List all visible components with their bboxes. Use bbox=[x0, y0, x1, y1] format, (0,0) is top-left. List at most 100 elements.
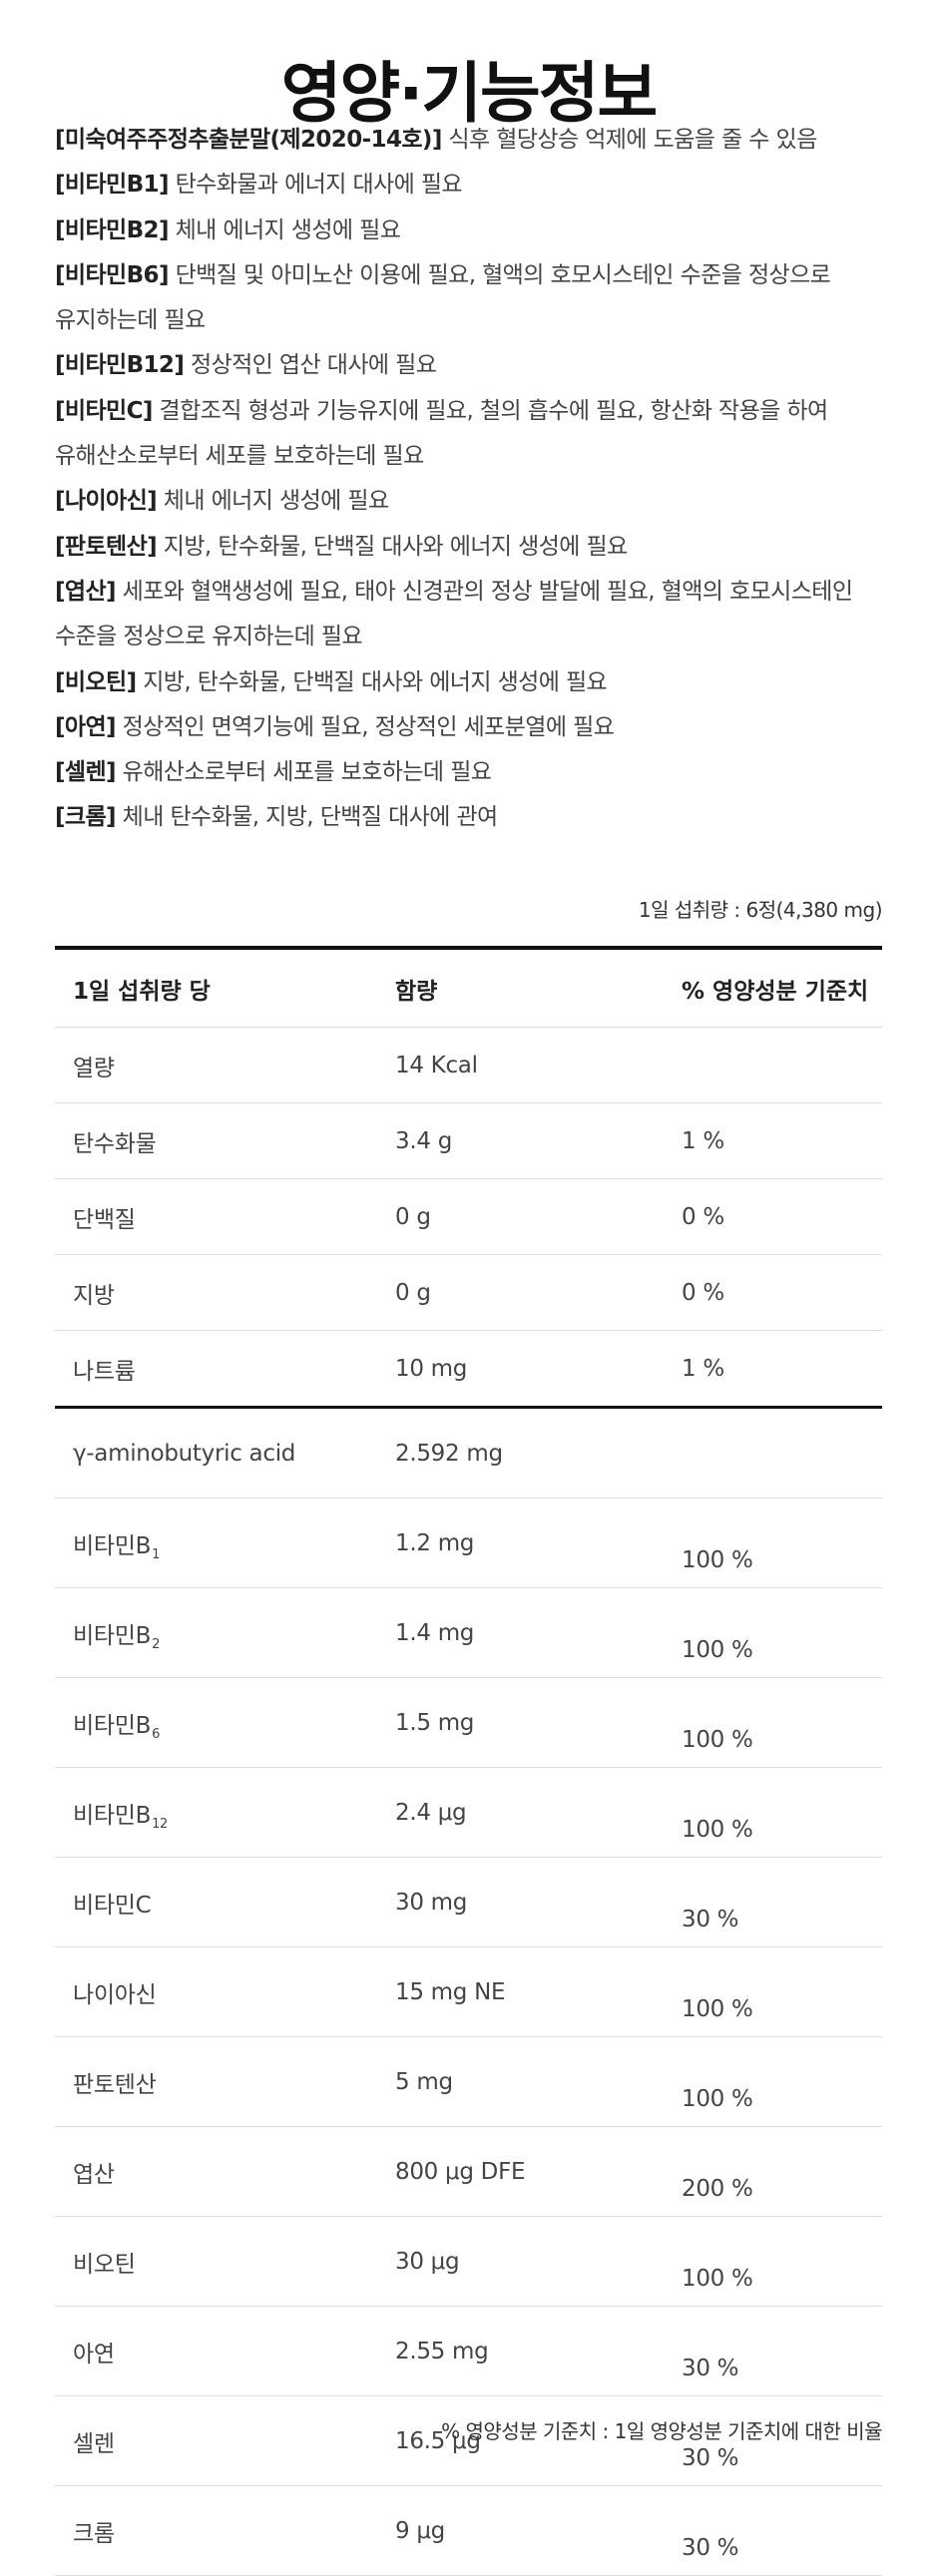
daily-value-cell: 1 % bbox=[664, 1103, 882, 1179]
table-row: 비타민B2 1.4 mg 100 % bbox=[55, 1588, 882, 1678]
function-description: 유해산소로부터 세포를 보호하는데 필요 bbox=[116, 759, 491, 785]
function-description: 지방, 탄수화물, 단백질 대사와 에너지 생성에 필요 bbox=[157, 534, 628, 560]
amount-cell: 30 μg bbox=[377, 2217, 664, 2307]
amount-cell: 15 mg NE bbox=[377, 1947, 664, 2037]
subscript: 6 bbox=[152, 1727, 160, 1742]
nutrient-name: 비타민B bbox=[73, 1803, 151, 1829]
nutrient-name-cell: 나이아신 bbox=[55, 1947, 377, 2037]
nutrient-name: 엽산 bbox=[73, 2162, 115, 2188]
functional-item: [엽산] 세포와 혈액생성에 필요, 태아 신경관의 정상 발달에 필요, 혈액… bbox=[55, 570, 893, 615]
table-row: 판토텐산 5 mg 100 % bbox=[55, 2037, 882, 2127]
table-header-row: 1일 섭취량 당 함량 % 영양성분 기준치 bbox=[55, 948, 882, 1028]
function-description: 결합조직 형성과 기능유지에 필요, 철의 흡수에 필요, 항산화 작용을 하여 bbox=[153, 398, 828, 424]
nutrient-name: 비오틴 bbox=[73, 2252, 136, 2278]
table-row: 아연 2.55 mg 30 % bbox=[55, 2307, 882, 2396]
nutrient-name-cell: 아연 bbox=[55, 2307, 377, 2396]
nutrient-name-cell: 비타민B1 bbox=[55, 1499, 377, 1588]
nutrient-name: [나이아신] bbox=[55, 488, 157, 514]
nutrient-name: 크롬 bbox=[73, 2521, 115, 2547]
table-row: 비타민B12 2.4 μg 100 % bbox=[55, 1768, 882, 1858]
daily-value-footnote: % 영양성분 기준치 : 1일 영양성분 기준치에 대한 비율 bbox=[441, 2416, 882, 2446]
functional-info-list: [미숙여주주정추출분말(제2020-14호)] 식후 혈당상승 억제에 도움을 … bbox=[55, 118, 893, 841]
function-description: 수준을 정상으로 유지하는데 필요 bbox=[55, 624, 362, 649]
table-row: 크롬 9 μg 30 % bbox=[55, 2486, 882, 2576]
table-row: 열량 14 Kcal bbox=[55, 1028, 882, 1103]
functional-item: [나이아신] 체내 에너지 생성에 필요 bbox=[55, 479, 893, 524]
functional-item: [비타민C] 결합조직 형성과 기능유지에 필요, 철의 흡수에 필요, 항산화… bbox=[55, 389, 893, 434]
nutrient-name: [비타민B12 bbox=[55, 352, 174, 378]
amount-cell: 800 μg DFE bbox=[377, 2127, 664, 2217]
table-row: 비타민B1 1.2 mg 100 % bbox=[55, 1499, 882, 1588]
daily-value-cell: 30 % bbox=[664, 2307, 882, 2396]
nutrient-name: 비타민B bbox=[73, 1623, 151, 1649]
functional-item: [비타민B1] 탄수화물과 에너지 대사에 필요 bbox=[55, 163, 893, 208]
daily-value-cell: 30 % bbox=[664, 2486, 882, 2576]
amount-cell: 9 μg bbox=[377, 2486, 664, 2576]
functional-item: 유지하는데 필요 bbox=[55, 298, 893, 343]
functional-item: [아연] 정상적인 면역기능에 필요, 정상적인 세포분열에 필요 bbox=[55, 705, 893, 750]
nutrient-name: [아연] bbox=[55, 714, 116, 740]
functional-item: [비타민B6] 단백질 및 아미노산 이용에 필요, 혈액의 호모시스테인 수준… bbox=[55, 253, 893, 298]
function-description: 단백질 및 아미노산 이용에 필요, 혈액의 호모시스테인 수준을 정상으로 bbox=[169, 262, 830, 288]
nutrient-name: [크롬] bbox=[55, 804, 116, 830]
nutrient-name: [비타민C] bbox=[55, 398, 153, 424]
subscript: 2 bbox=[144, 217, 159, 243]
table-row: 비타민C 30 mg 30 % bbox=[55, 1858, 882, 1947]
nutrient-name-cell: 엽산 bbox=[55, 2127, 377, 2217]
functional-item: [비타민B12] 정상적인 엽산 대사에 필요 bbox=[55, 343, 893, 388]
table-row: 엽산 800 μg DFE 200 % bbox=[55, 2127, 882, 2217]
nutrient-name: 아연 bbox=[73, 2342, 115, 2367]
daily-value-cell: 100 % bbox=[664, 1947, 882, 2037]
functional-item: [셀렌] 유해산소로부터 세포를 보호하는데 필요 bbox=[55, 750, 893, 795]
nutrient-name-cell: 탄수화물 bbox=[55, 1103, 377, 1179]
nutrient-name: [판토텐산] bbox=[55, 534, 157, 560]
function-description: 식후 혈당상승 억제에 도움을 줄 수 있음 bbox=[442, 127, 817, 153]
nutrient-name: 판토텐산 bbox=[73, 2072, 156, 2098]
function-description: 체내 에너지 생성에 필요 bbox=[157, 488, 388, 514]
daily-value-cell: 100 % bbox=[664, 2037, 882, 2127]
nutrient-name: 지방 bbox=[73, 1283, 115, 1309]
amount-cell: 0 g bbox=[377, 1255, 664, 1331]
function-description: 유지하는데 필요 bbox=[55, 307, 206, 333]
function-description: 유해산소로부터 세포를 보호하는데 필요 bbox=[55, 443, 424, 469]
table-row: 비타민B6 1.5 mg 100 % bbox=[55, 1678, 882, 1768]
nutrient-name: [비오틴] bbox=[55, 669, 137, 695]
amount-cell: 2.4 μg bbox=[377, 1768, 664, 1858]
nutrient-name-cell: 나트륨 bbox=[55, 1331, 377, 1408]
nutrient-name-cell: 비타민B6 bbox=[55, 1678, 377, 1768]
table-row: 나트륨 10 mg 1 % bbox=[55, 1331, 882, 1408]
function-description: 체내 에너지 생성에 필요 bbox=[169, 217, 400, 243]
amount-cell: 2.592 mg bbox=[377, 1408, 664, 1499]
nutrient-name: [셀렌] bbox=[55, 759, 116, 785]
table-row: 지방 0 g0 % bbox=[55, 1255, 882, 1331]
nutrient-name: 나이아신 bbox=[73, 1982, 156, 2008]
functional-item: 수준을 정상으로 유지하는데 필요 bbox=[55, 615, 893, 659]
nutrient-name-cell: 비타민B12 bbox=[55, 1768, 377, 1858]
nutrient-name: 탄수화물 bbox=[73, 1131, 156, 1157]
nutrient-name: 나트륨 bbox=[73, 1359, 136, 1385]
amount-cell: 1.4 mg bbox=[377, 1588, 664, 1678]
nutrient-name: 비타민B bbox=[73, 1533, 151, 1559]
nutrient-name-cell: 비타민B2 bbox=[55, 1588, 377, 1678]
nutrient-name-cell: 비타민C bbox=[55, 1858, 377, 1947]
daily-value-cell bbox=[664, 1408, 882, 1499]
nutrient-name: [비타민B1 bbox=[55, 172, 159, 198]
daily-value-cell: 0 % bbox=[664, 1179, 882, 1255]
subscript: 12 bbox=[152, 1817, 168, 1832]
daily-value-cell: 100 % bbox=[664, 1678, 882, 1768]
table-row: γ-aminobutyric acid 2.592 mg bbox=[55, 1408, 882, 1499]
function-description: 정상적인 엽산 대사에 필요 bbox=[184, 352, 436, 378]
amount-cell: 1.2 mg bbox=[377, 1499, 664, 1588]
header-amount: 함량 bbox=[377, 948, 664, 1028]
functional-item: [미숙여주주정추출분말(제2020-14호)] 식후 혈당상승 억제에 도움을 … bbox=[55, 118, 893, 163]
nutrient-name-cell: γ-aminobutyric acid bbox=[55, 1408, 377, 1499]
subscript: 2 bbox=[152, 1637, 160, 1652]
daily-value-cell: 100 % bbox=[664, 1499, 882, 1588]
header-daily-value: % 영양성분 기준치 bbox=[664, 948, 882, 1028]
amount-cell: 1.5 mg bbox=[377, 1678, 664, 1768]
nutrient-name: [엽산] bbox=[55, 579, 116, 605]
amount-cell: 5 mg bbox=[377, 2037, 664, 2127]
nutrient-name: 열량 bbox=[73, 1056, 115, 1081]
